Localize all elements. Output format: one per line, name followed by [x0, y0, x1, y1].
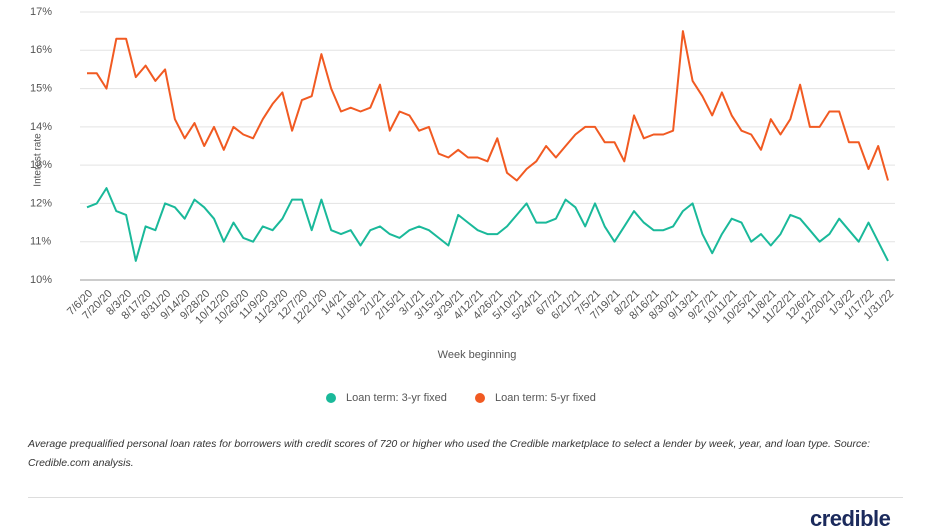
y-tick-label: 17% [30, 6, 52, 18]
y-tick-label: 14% [30, 121, 52, 133]
x-axis-label: Week beginning [438, 349, 517, 361]
caption: Average prequalified personal loan rates… [28, 438, 871, 469]
y-tick-label: 16% [30, 44, 52, 56]
y-tick-label: 15% [30, 82, 52, 94]
y-tick-label: 11% [30, 236, 51, 248]
y-axis-label: Interest rate [33, 133, 44, 187]
y-tick-label: 10% [30, 274, 52, 286]
legend-label: Loan term: 5-yr fixed [495, 392, 596, 404]
logo: credible [810, 506, 891, 531]
legend-label: Loan term: 3-yr fixed [346, 392, 447, 404]
chart: Interest rate Week beginning 10% 11% 12% 13… [30, 6, 896, 404]
series-line [87, 30, 889, 182]
legend-marker [475, 393, 485, 403]
series-line [86, 187, 889, 262]
legend-marker [326, 393, 336, 403]
y-tick-label: 12% [30, 197, 52, 209]
separator [28, 497, 903, 498]
y-tick-label: 13% [30, 159, 52, 171]
